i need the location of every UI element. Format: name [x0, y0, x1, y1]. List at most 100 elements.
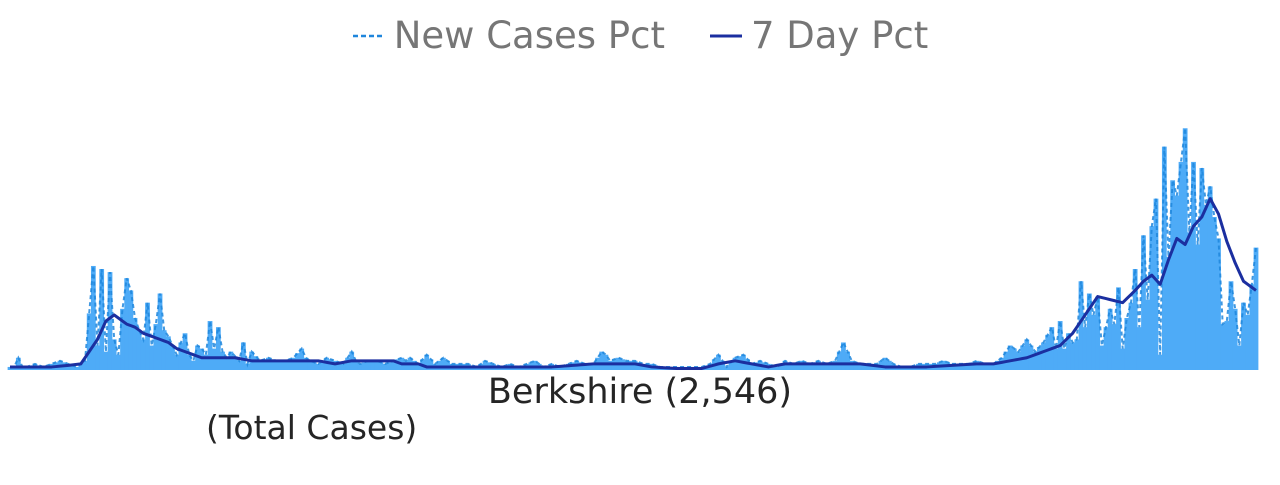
new-cases-bar	[416, 363, 421, 370]
new-cases-bar	[907, 366, 913, 370]
new-cases-bar	[303, 357, 309, 370]
new-cases-bar	[1145, 299, 1151, 370]
new-cases-bar	[1249, 284, 1255, 370]
new-cases-bar	[1232, 308, 1238, 370]
new-cases-bar	[324, 357, 330, 370]
new-cases-bar	[882, 357, 888, 370]
new-cases-bar	[807, 363, 813, 370]
new-cases-bar	[995, 360, 1001, 370]
new-cases-bar	[716, 354, 721, 370]
new-cases-bar	[1007, 345, 1013, 370]
new-cases-bar	[253, 356, 259, 370]
new-cases-bar	[849, 360, 855, 370]
new-cases-bar	[1082, 327, 1088, 370]
new-cases-bar	[157, 293, 163, 370]
new-cases-bar	[99, 269, 105, 370]
new-cases-bar	[1166, 256, 1171, 370]
new-cases-bar	[15, 357, 21, 370]
new-cases-bar	[607, 360, 613, 370]
new-cases-bar	[1220, 324, 1226, 370]
new-cases-bar	[1086, 293, 1092, 370]
new-cases-bar	[978, 362, 984, 370]
new-cases-bar	[641, 363, 646, 370]
new-cases-bar	[1120, 348, 1126, 370]
legend-item-new-cases[interactable]: New Cases Pct	[352, 10, 665, 62]
legend-label-new-cases: New Cases Pct	[393, 14, 665, 57]
new-cases-bar	[841, 342, 846, 370]
new-cases-bar	[1016, 351, 1021, 370]
new-cases-bar	[136, 330, 142, 370]
new-cases-bar	[561, 365, 567, 370]
new-cases-bar	[828, 362, 834, 370]
new-cases-bar	[370, 360, 375, 370]
new-cases-bar	[391, 360, 396, 370]
new-cases-bar	[203, 354, 209, 370]
new-cases-bar	[1132, 269, 1138, 370]
new-cases-bar	[1024, 339, 1030, 370]
new-cases-bar	[1253, 247, 1259, 370]
new-cases-bar	[82, 360, 88, 370]
new-cases-bar	[211, 348, 217, 370]
new-cases-bar	[966, 363, 971, 370]
new-cases-bar	[557, 366, 563, 370]
new-cases-bar	[240, 342, 246, 370]
new-cases-bar	[345, 357, 350, 370]
new-cases-bar	[986, 363, 992, 370]
new-cases-bar	[1241, 302, 1246, 370]
new-cases-bar	[207, 321, 213, 370]
new-cases-bar	[961, 363, 967, 370]
new-cases-bar	[782, 360, 788, 370]
new-cases-bar	[120, 308, 125, 370]
new-cases-bar	[199, 348, 205, 370]
new-cases-bar	[1207, 186, 1213, 370]
new-cases-bar	[132, 317, 138, 370]
new-cases-bar	[799, 360, 805, 370]
new-cases-bar	[591, 363, 596, 370]
new-cases-bar	[991, 363, 996, 370]
new-cases-bar	[282, 360, 288, 370]
new-cases-bar	[115, 354, 121, 370]
new-cases-bar	[236, 360, 242, 370]
new-cases-bar	[582, 363, 588, 370]
new-cases-bar	[224, 357, 230, 370]
new-cases-bar	[7, 366, 13, 370]
new-cases-bar	[516, 366, 521, 370]
new-cases-bar	[957, 363, 963, 370]
new-cases-bar	[1032, 351, 1038, 370]
new-cases-bar	[736, 356, 742, 370]
new-cases-bar	[1103, 327, 1109, 370]
new-cases-bar	[770, 365, 775, 370]
new-cases-bar	[720, 360, 725, 370]
new-cases-bar	[861, 363, 867, 370]
new-cases-bar	[395, 359, 400, 370]
new-cases-bar	[749, 363, 755, 370]
new-cases-bar	[636, 362, 642, 370]
new-cases-dash-outline	[10, 128, 1257, 369]
new-cases-bar	[624, 360, 630, 370]
legend-item-seven-day[interactable]: 7 Day Pct	[709, 10, 928, 62]
new-cases-bar	[599, 351, 605, 370]
new-cases-bar	[11, 366, 17, 370]
new-cases-bar	[107, 272, 113, 370]
new-cases-bar	[290, 357, 296, 370]
new-cases-bar	[1161, 146, 1167, 370]
new-cases-bar	[165, 336, 171, 370]
legend-swatch-seven-day	[709, 34, 742, 38]
new-cases-bar	[40, 366, 46, 370]
new-cases-bar	[161, 330, 167, 370]
new-cases-bar	[1107, 308, 1113, 370]
new-cases-bar	[1036, 347, 1042, 370]
new-cases-bar	[866, 363, 871, 370]
new-cases-bar	[374, 360, 380, 370]
new-cases-bar	[1124, 317, 1130, 370]
new-cases-bar	[1157, 354, 1163, 370]
new-cases-bar	[586, 363, 592, 370]
new-cases-bar	[128, 290, 134, 370]
new-cases-bar	[386, 362, 392, 370]
new-cases-bar	[140, 339, 146, 370]
new-cases-bar	[816, 360, 821, 370]
new-cases-bar	[228, 351, 234, 370]
new-cases-bar	[982, 363, 988, 370]
new-cases-bar	[953, 363, 959, 370]
